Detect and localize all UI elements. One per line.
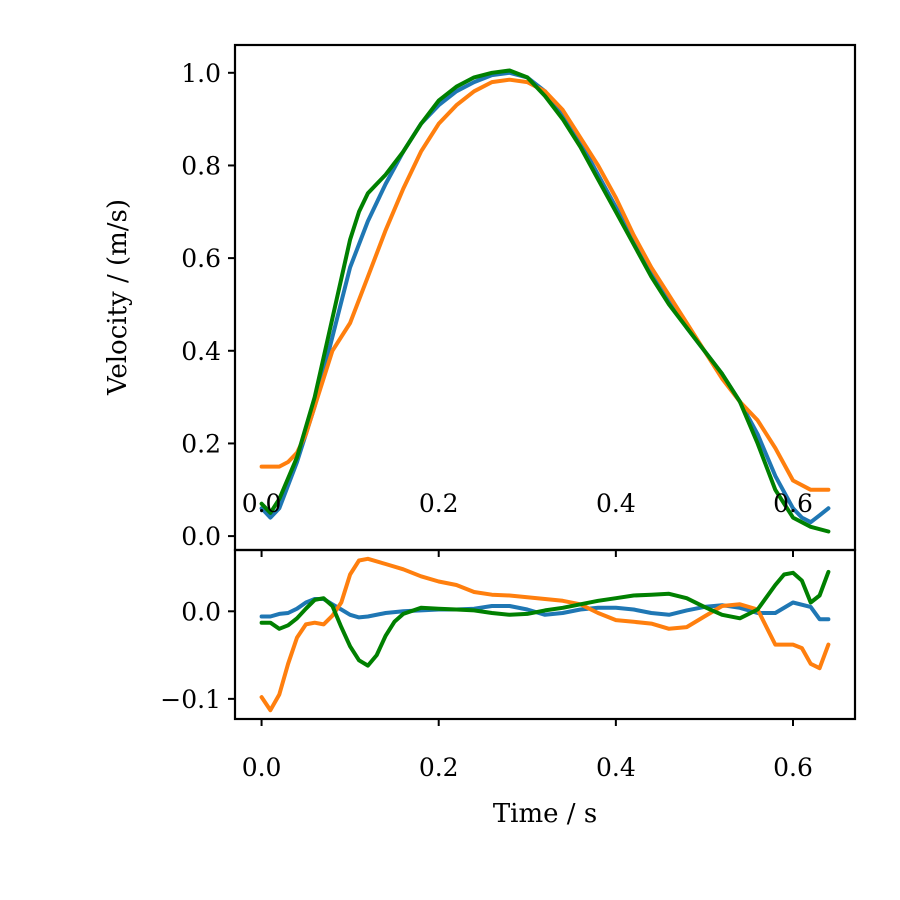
bottom-x-tick-label: 0.2 bbox=[419, 753, 459, 782]
top-y-tick-label: 0.4 bbox=[181, 337, 221, 366]
top-y-tick-label: 0.6 bbox=[181, 244, 221, 273]
bottom-x-tick-label: 0.4 bbox=[596, 753, 636, 782]
bottom-x-tick-label: 0.6 bbox=[773, 753, 813, 782]
bottom-series-line-3 bbox=[259, 569, 831, 668]
bottom-axes-frame bbox=[233, 548, 857, 721]
top-y-tick-label: 0.0 bbox=[181, 522, 221, 551]
bottom-x-tick-label: 0.0 bbox=[242, 753, 282, 782]
top-y-tick-label: 0.2 bbox=[181, 429, 221, 458]
top-x-tick-label: 0.4 bbox=[596, 489, 636, 518]
top-x-tick-label: 0.2 bbox=[419, 489, 459, 518]
bottom-y-tick-label: 0.0 bbox=[181, 597, 221, 626]
top-series-line-2 bbox=[259, 77, 831, 492]
top-x-tick-label: 0.6 bbox=[773, 489, 813, 518]
bottom-y-tick-label: −0.1 bbox=[160, 685, 221, 714]
x-axis-label: Time / s bbox=[493, 799, 597, 829]
top-y-tick-label: 1.0 bbox=[181, 59, 221, 88]
top-series-line-3 bbox=[259, 68, 831, 534]
top-velocity-panel: 0.0 0.2 0.4 0.6 0.8 1.0 0.0 0.2 0.4 0.6 bbox=[181, 43, 857, 557]
bottom-series-line-2 bbox=[259, 556, 831, 713]
y-axis-label: Velocity / (m/s) bbox=[103, 199, 133, 396]
top-y-tick-label: 0.8 bbox=[181, 151, 221, 180]
top-x-tick-label: 0.0 bbox=[242, 489, 282, 518]
bottom-residual-panel: 0.0 −0.1 0.0 0.2 0.4 0.6 bbox=[160, 548, 857, 782]
